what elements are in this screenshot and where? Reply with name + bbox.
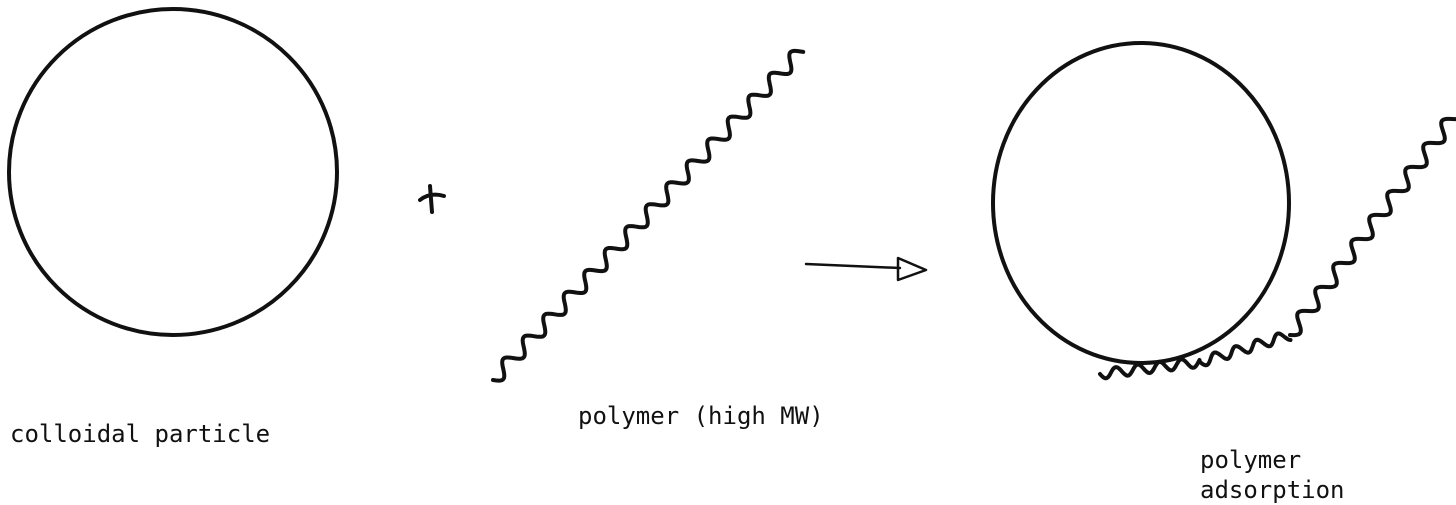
colloidal-particle-circle [7,7,339,337]
arrow-head [896,256,928,282]
adsorption-label-line: adsorption [1200,476,1345,504]
polymer-chain [491,48,806,383]
adsorbing-particle-circle [991,41,1291,365]
particle-label: colloidal particle [10,420,270,448]
plus-sign [418,184,446,214]
adsorption-label-line: polymer [1200,446,1301,474]
polymer-chains [491,48,1456,383]
polymer-chain [1098,331,1293,381]
arrow-shaft [804,262,902,270]
polymer-chain [1288,116,1456,338]
polymer-label: polymer (high MW) [578,402,824,430]
